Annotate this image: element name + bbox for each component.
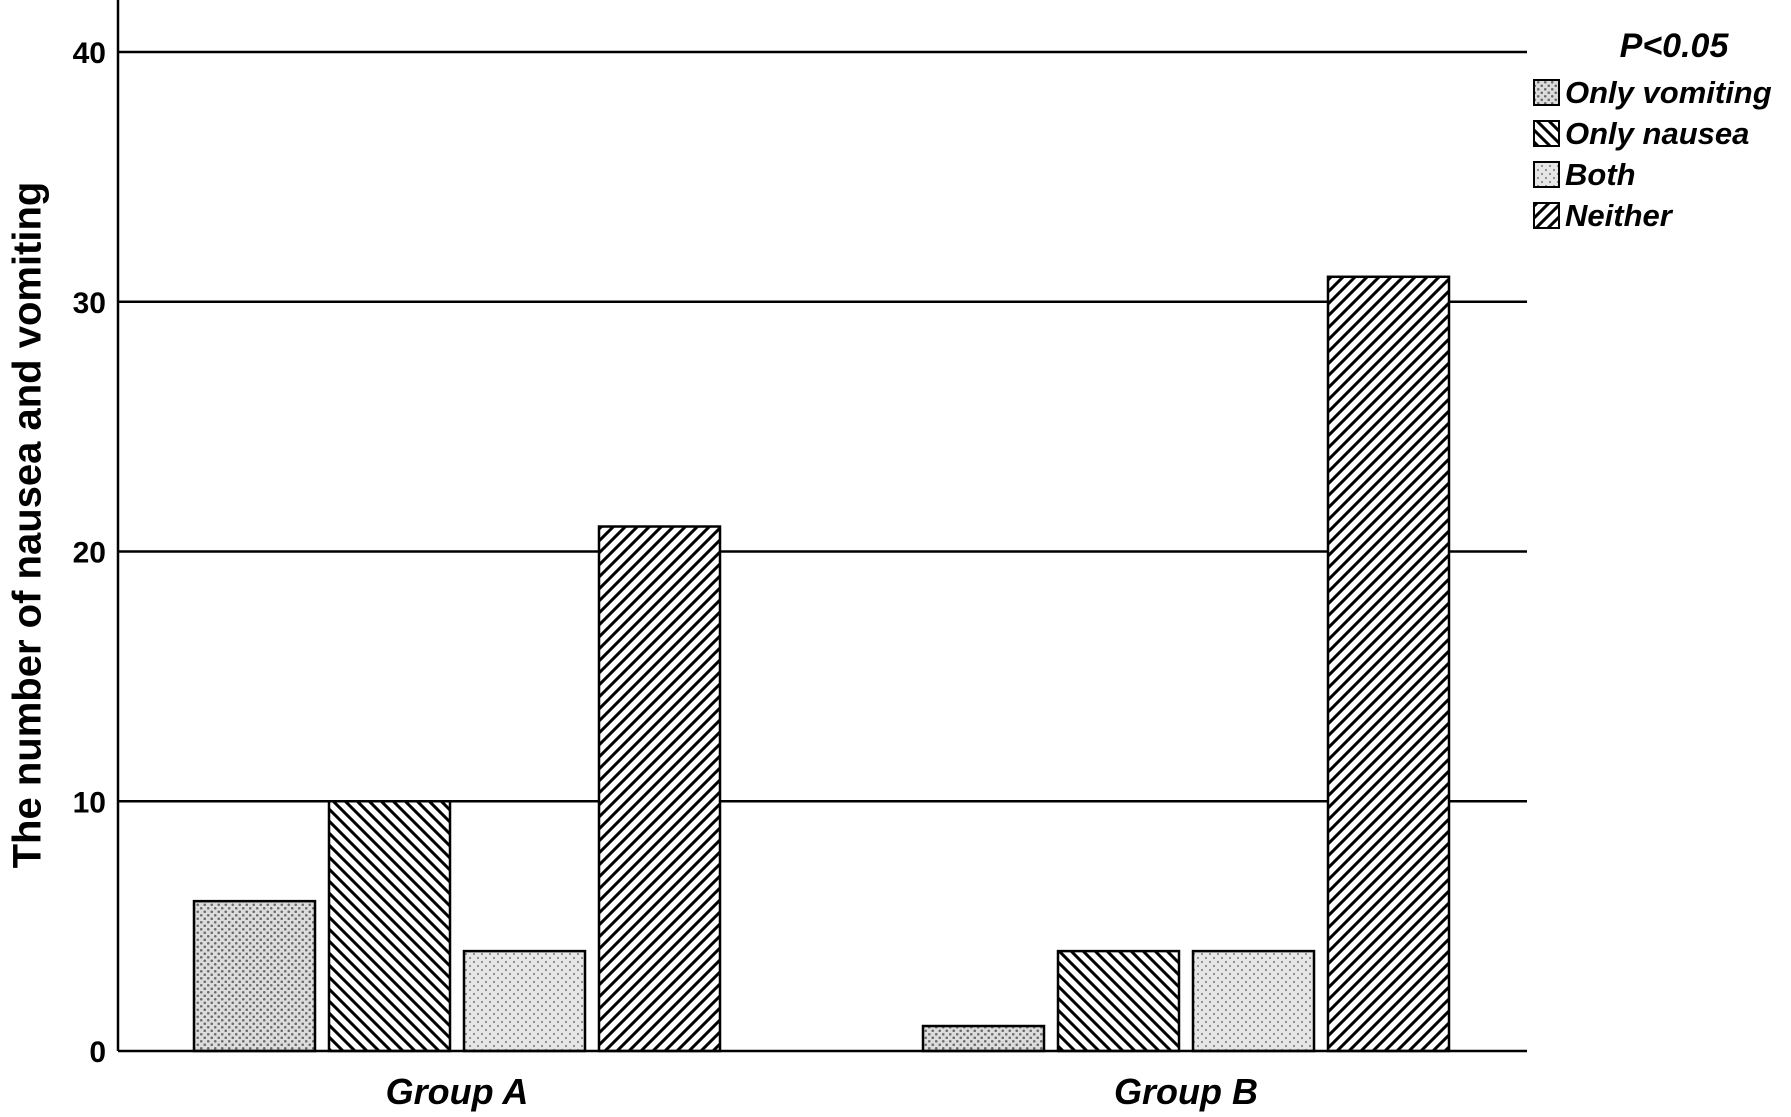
legend-label: Only nausea — [1565, 116, 1749, 151]
legend-swatch — [1533, 202, 1560, 229]
bar-only-nausea — [1056, 949, 1181, 1053]
x-tick-label: Group A — [386, 1071, 529, 1112]
legend-title: P<0.05 — [1620, 27, 1730, 65]
bar-neither — [1326, 275, 1451, 1053]
y-axis-label: The number of nausea and vomiting — [6, 182, 50, 869]
legend-swatch — [1533, 79, 1560, 106]
bars — [192, 275, 1451, 1053]
bar-only-vomiting — [192, 899, 317, 1053]
y-tick-labels: 0 10 20 30 40 — [73, 37, 106, 1069]
gridlines — [118, 50, 1527, 803]
y-tick-label: 40 — [73, 37, 106, 70]
y-tick-label: 20 — [73, 537, 106, 570]
bar-only-vomiting — [921, 1024, 1046, 1053]
axes — [116, 0, 1527, 1053]
legend-label: Neither — [1565, 198, 1674, 233]
legend-label: Only vomiting — [1565, 75, 1772, 110]
y-tick-label: 10 — [73, 786, 106, 819]
y-tick-label: 0 — [89, 1036, 106, 1069]
x-tick-labels: Group A Group B — [386, 1071, 1258, 1112]
legend-label: Both — [1565, 157, 1636, 192]
bar-both — [1191, 949, 1316, 1053]
legend-swatch — [1533, 161, 1560, 188]
legend: P<0.05 Only vomiting Only nausea Both Neith… — [1533, 27, 1772, 233]
bar-neither — [597, 525, 722, 1053]
bar-both — [462, 949, 587, 1053]
legend-swatch — [1533, 120, 1560, 147]
x-tick-label: Group B — [1114, 1071, 1258, 1112]
legend-items: Only vomiting Only nausea Both Neither — [1533, 75, 1772, 233]
y-tick-label: 30 — [73, 287, 106, 320]
bar-only-nausea — [327, 800, 452, 1053]
